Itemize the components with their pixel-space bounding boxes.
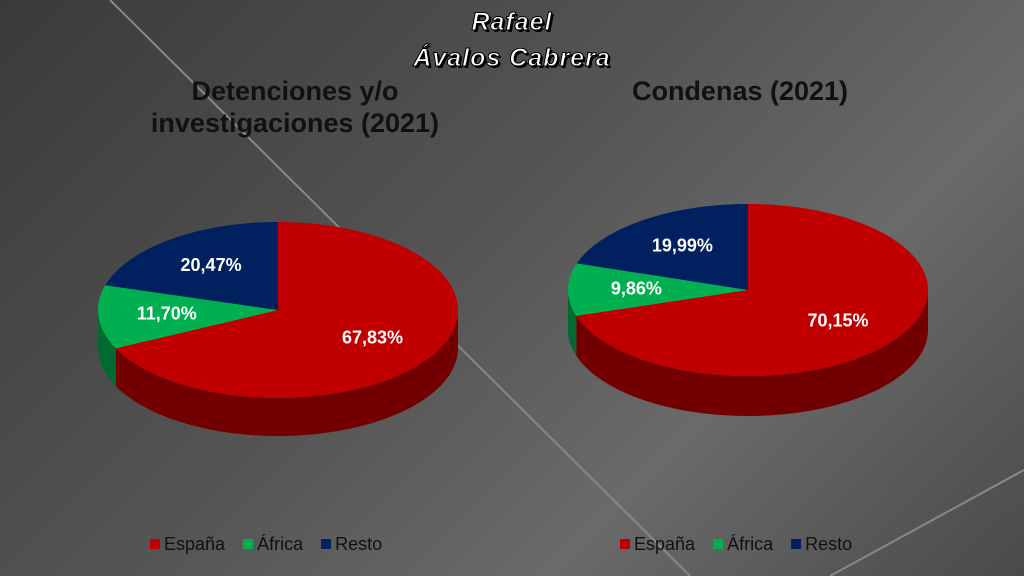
legend-swatch: [321, 539, 332, 549]
watermark: Rafael: [471, 8, 553, 37]
data-label: 20,47%: [181, 255, 242, 275]
slice: [568, 263, 748, 316]
legend-label: España: [164, 534, 226, 554]
data-label: 11,70%: [137, 303, 197, 323]
legend-swatch: [620, 539, 630, 549]
data-label: 19,99%: [652, 236, 713, 256]
legend-label: África: [727, 534, 774, 554]
slice-side: [576, 290, 928, 416]
data-label: 67,83%: [342, 328, 403, 348]
watermark: Ávalos Cabrera: [413, 44, 611, 73]
legend-label: Resto: [805, 534, 852, 554]
legend-swatch: [713, 539, 724, 549]
legend-label: África: [257, 534, 304, 554]
slice: [115, 222, 458, 398]
slice-side: [115, 312, 458, 436]
legend-label: España: [634, 534, 696, 554]
legend-swatch: [150, 539, 160, 549]
slice: [576, 204, 928, 376]
deco-line: [829, 469, 1024, 576]
data-label: 9,86%: [611, 278, 662, 298]
chart-title: Condenas (2021): [631, 76, 849, 106]
slice: [576, 204, 748, 290]
slice-side: [568, 290, 577, 356]
slice-side: [98, 310, 116, 387]
slice: [105, 222, 279, 310]
chart-title: Detenciones y/o investigaciones (2021): [150, 76, 440, 138]
legend-swatch: [243, 539, 254, 549]
data-label: 70,15%: [807, 310, 868, 330]
legend-swatch: [791, 539, 802, 549]
slice: [98, 285, 278, 349]
legend-label: Resto: [335, 534, 382, 554]
